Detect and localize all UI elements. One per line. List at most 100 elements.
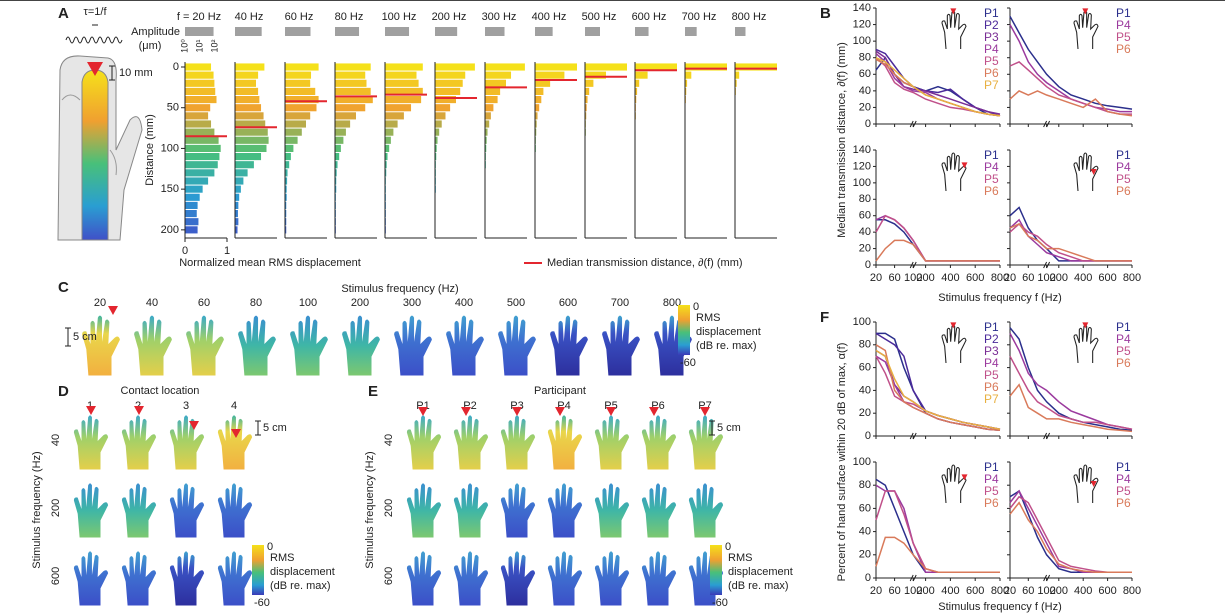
amplitude-bar: [185, 27, 214, 36]
hand-map: [82, 316, 120, 376]
column-title: 400 Hz: [532, 11, 567, 23]
bar: [385, 104, 411, 111]
bar: [235, 129, 268, 136]
hand-icon: [942, 325, 966, 363]
panel-title: Participant: [534, 385, 586, 397]
bar: [435, 72, 465, 79]
median-legend-label: Median transmission distance, ∂(f) (mm): [547, 257, 743, 269]
hand-map: [446, 316, 484, 376]
panel-title: Contact location: [121, 385, 200, 397]
scale-label: 5 cm: [717, 422, 741, 434]
y-tick-label: 80: [859, 479, 871, 491]
bar: [235, 112, 264, 119]
y-tick-label: 80: [859, 339, 871, 351]
column-title: f = 20 Hz: [177, 11, 221, 23]
hand-map: [602, 316, 640, 376]
colorbar-title: (dB re. max): [270, 580, 331, 592]
amplitude-unit: (μm): [139, 40, 162, 52]
colorbar-min: -60: [712, 597, 728, 609]
bar: [185, 194, 200, 201]
y-tick-label: 60: [859, 362, 871, 374]
bar: [285, 137, 298, 144]
bar: [585, 63, 627, 70]
hand-map: [74, 551, 108, 605]
panel-label: F: [820, 309, 829, 326]
y-tick-label: 50: [167, 102, 179, 114]
b-y-axis-label: Median transmission distance, ∂(f) (mm): [836, 42, 848, 238]
legend-label: P7: [984, 78, 999, 92]
bar: [685, 72, 691, 79]
row-label: 200: [383, 499, 395, 517]
hand-map: [548, 483, 582, 537]
x-tick-label: 400: [1074, 272, 1092, 284]
column-title: 100 Hz: [382, 11, 417, 23]
series-line: [1010, 224, 1132, 261]
x-tick-label: 400: [941, 272, 959, 284]
y-tick-label: 100: [853, 456, 871, 468]
column-title: 600 Hz: [632, 11, 667, 23]
row-label: 600: [383, 567, 395, 585]
bar: [185, 63, 211, 70]
hand-map: [186, 316, 224, 376]
column-label: 200: [351, 297, 369, 309]
hand-map: [170, 483, 204, 537]
hand-map: [550, 316, 588, 376]
bar: [285, 63, 319, 70]
bar: [185, 161, 218, 168]
amplitude-tick-label: 10²: [209, 39, 219, 52]
column-label: 80: [250, 297, 262, 309]
colorbar: [678, 305, 690, 355]
y-tick-label: 60: [859, 210, 871, 222]
column-title: 200 Hz: [432, 11, 467, 23]
bar: [185, 218, 198, 225]
y-tick-label: 20: [859, 242, 871, 254]
colorbar-min: -60: [254, 597, 270, 609]
bar: [235, 137, 269, 144]
row-label: 600: [50, 567, 62, 585]
column-label: 3: [183, 400, 189, 412]
series-line: [876, 216, 1000, 261]
bar: [385, 96, 421, 103]
column-title: 700 Hz: [682, 11, 717, 23]
b-x-axis-label: Stimulus frequency f (Hz): [938, 292, 1061, 304]
bar: [185, 80, 214, 87]
bar: [535, 104, 539, 111]
y-tick-label: 140: [853, 144, 871, 156]
column-label: 20: [94, 297, 106, 309]
bar: [235, 88, 258, 95]
bar: [235, 169, 248, 176]
hand-illustration: [58, 25, 142, 240]
x-tick-label: 600: [1098, 272, 1116, 284]
hand-icon: [942, 465, 966, 503]
bar: [285, 153, 291, 160]
column-label: 600: [559, 297, 577, 309]
hand-map: [501, 415, 535, 469]
y-tick-label: 40: [859, 226, 871, 238]
bar: [235, 161, 254, 168]
hand-map: [689, 483, 723, 537]
bar: [535, 63, 577, 70]
column-label: 4: [231, 400, 237, 412]
bar: [285, 80, 310, 87]
y-tick-label: 80: [859, 52, 871, 64]
bar: [735, 72, 739, 79]
bar: [285, 161, 289, 168]
bar: [185, 210, 197, 217]
x-tick-label: 1: [224, 245, 230, 257]
column-title: 500 Hz: [582, 11, 617, 23]
hand-map: [122, 483, 156, 537]
series-line: [876, 491, 1000, 572]
series-line: [876, 345, 1000, 431]
bar: [185, 137, 219, 144]
bar: [385, 129, 393, 136]
panel-label: B: [820, 5, 831, 22]
scale-label: 10 mm: [119, 67, 153, 79]
colorbar-title: RMS: [728, 552, 752, 564]
hand-map: [122, 415, 156, 469]
bar: [285, 112, 310, 119]
bar: [235, 96, 259, 103]
bar: [235, 218, 238, 225]
bar: [185, 177, 208, 184]
bar: [585, 80, 593, 87]
hand-icon: [942, 153, 966, 191]
